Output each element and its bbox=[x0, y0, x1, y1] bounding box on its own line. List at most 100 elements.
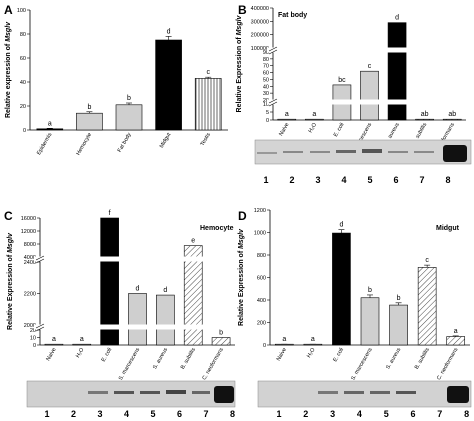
panel-title: Fat body bbox=[278, 12, 307, 19]
category-label: H₂O bbox=[306, 346, 317, 359]
bar bbox=[44, 343, 64, 346]
bar bbox=[442, 118, 462, 121]
bar bbox=[277, 118, 297, 121]
y-tick-label: 2200 bbox=[24, 292, 36, 298]
lane-number: 5 bbox=[150, 409, 155, 419]
category-label: S. marcescens bbox=[118, 347, 142, 382]
y-tick-label: 20 bbox=[263, 98, 269, 104]
significance-letter: b bbox=[368, 287, 372, 294]
significance-letter: b bbox=[87, 104, 91, 111]
category-label: E. coli bbox=[333, 122, 346, 138]
significance-letter: a bbox=[311, 336, 315, 343]
lane-number: 1 bbox=[44, 409, 49, 419]
significance-letter: b bbox=[127, 95, 131, 102]
panel-letter-b: B bbox=[238, 3, 247, 17]
category-label: H₂O bbox=[308, 121, 319, 134]
bar bbox=[115, 104, 143, 131]
category-label: E. coli bbox=[101, 347, 114, 363]
y-tick-label: 12000 bbox=[21, 229, 36, 235]
significance-letter: c bbox=[206, 69, 210, 76]
bar bbox=[446, 336, 466, 346]
axis-break-mark bbox=[268, 49, 278, 55]
gel-c bbox=[26, 380, 236, 408]
category-label: Hemocyte bbox=[76, 132, 94, 156]
bar bbox=[360, 70, 379, 121]
significance-letter: a bbox=[80, 336, 84, 343]
significance-letter: d bbox=[163, 287, 167, 294]
axis-break bbox=[267, 99, 468, 105]
bar bbox=[72, 343, 92, 346]
category-label: E. coli bbox=[332, 347, 345, 363]
lane-number: 4 bbox=[357, 409, 362, 419]
panel-title: Midgut bbox=[436, 225, 460, 232]
lane-number: 6 bbox=[177, 409, 182, 419]
y-tick-label: 50 bbox=[263, 77, 269, 83]
gel-b bbox=[254, 139, 472, 165]
significance-letter: b bbox=[219, 330, 223, 337]
bar bbox=[211, 337, 231, 346]
bar bbox=[76, 112, 103, 131]
lane-number: 2 bbox=[303, 409, 308, 419]
y-tick-label: 600 bbox=[257, 276, 266, 282]
category-label: Naive bbox=[45, 347, 57, 362]
category-label: B. subtilis bbox=[414, 347, 431, 371]
significance-letter: b bbox=[397, 295, 401, 302]
lane-number: 5 bbox=[384, 409, 389, 419]
y-tick-label: 10 bbox=[30, 336, 36, 342]
category-label: Testis bbox=[200, 132, 212, 147]
significance-letter: a bbox=[285, 111, 289, 118]
bar bbox=[360, 297, 380, 346]
significance-letter: d bbox=[395, 15, 399, 22]
y-tick-label: 1200 bbox=[254, 208, 266, 214]
bar bbox=[305, 118, 324, 121]
y-tick-label: 800 bbox=[257, 253, 266, 259]
bar bbox=[332, 232, 351, 346]
lane-number: 1 bbox=[276, 409, 281, 419]
axis-break bbox=[34, 324, 237, 330]
bar bbox=[155, 39, 182, 131]
y-tick-label: 30 bbox=[263, 91, 269, 97]
bar bbox=[128, 293, 147, 346]
y-tick-label: 2000 bbox=[24, 323, 36, 329]
significance-letter: a bbox=[52, 336, 56, 343]
lane-number: 7 bbox=[203, 409, 208, 419]
category-label: Fat body bbox=[117, 132, 133, 154]
bar bbox=[194, 78, 222, 131]
panel-a-chart: 0 20 40 60 80 100 a Epidermis b Hemocyte b Fat body… bbox=[5, 8, 228, 156]
y-axis-label: Relative expression of Msglv bbox=[5, 21, 12, 118]
y-axis-label: Relative Expression of Msglv bbox=[236, 14, 243, 112]
lane-number: 2 bbox=[71, 409, 76, 419]
axis-break bbox=[34, 256, 237, 262]
significance-letter: d bbox=[167, 28, 171, 35]
y-axis-label: Relative Expression of Msglv bbox=[7, 232, 14, 330]
axis-break bbox=[267, 47, 468, 53]
y-tick-label: 200000 bbox=[251, 33, 269, 39]
axis-break-mark bbox=[268, 46, 278, 52]
category-label: Midgut bbox=[159, 132, 173, 150]
y-tick-label: 16000 bbox=[21, 216, 36, 222]
lane-number: 4 bbox=[341, 175, 346, 185]
y-tick-label: 100 bbox=[17, 8, 26, 14]
category-label: Epidermis bbox=[36, 132, 54, 156]
bar bbox=[417, 267, 437, 346]
y-tick-label: 4000 bbox=[24, 255, 36, 261]
lane-number: 3 bbox=[97, 409, 102, 419]
y-tick-label: 400000 bbox=[251, 6, 269, 12]
category-label: S. marcescens bbox=[350, 347, 374, 382]
lane-number: 5 bbox=[367, 175, 372, 185]
panel-letter-c: C bbox=[4, 209, 13, 223]
y-tick-label: 0 bbox=[266, 118, 269, 124]
significance-letter: ab bbox=[448, 111, 456, 118]
y-tick-label: 20 bbox=[20, 104, 26, 110]
gel-d bbox=[257, 380, 472, 408]
y-tick-label: 200 bbox=[257, 321, 266, 327]
lane-number: 6 bbox=[410, 409, 415, 419]
lane-number: 2 bbox=[289, 175, 294, 185]
category-label: Naive bbox=[278, 122, 290, 137]
bar bbox=[36, 128, 64, 131]
panel-letter-d: D bbox=[238, 209, 247, 223]
y-tick-label: 60 bbox=[263, 71, 269, 77]
lane-number: 8 bbox=[445, 175, 450, 185]
category-label: S. aureus bbox=[385, 347, 402, 371]
